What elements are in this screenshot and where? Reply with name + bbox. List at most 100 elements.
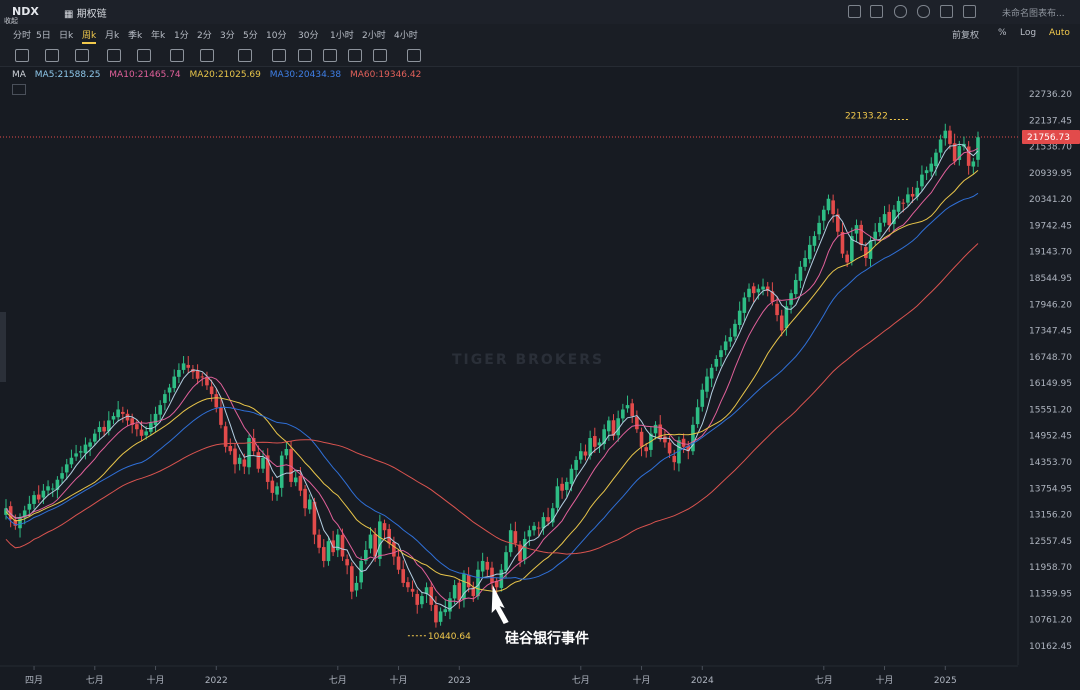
grid-layout-icon[interactable]	[963, 5, 976, 18]
lock-icon[interactable]	[298, 49, 312, 62]
period-tab[interactable]: 2分	[197, 31, 212, 41]
candle-body	[130, 418, 134, 425]
candle-body	[107, 420, 111, 432]
collapse-button[interactable]: 收起	[4, 17, 18, 25]
fullscreen-icon[interactable]	[940, 5, 953, 18]
candle-body	[943, 130, 948, 139]
period-tab[interactable]: 3分	[220, 31, 235, 41]
text-tool-icon[interactable]	[170, 49, 184, 62]
candle-body	[410, 588, 415, 592]
candle-body	[364, 549, 368, 561]
candle-body	[125, 413, 130, 421]
candle-body	[401, 569, 406, 583]
candle-body	[354, 582, 359, 591]
candle-body	[88, 442, 92, 447]
candle-body	[536, 527, 541, 529]
bar-chart-icon[interactable]	[238, 49, 252, 62]
period-tab[interactable]: 1小时	[330, 31, 354, 41]
candle-body	[237, 457, 242, 464]
adjust-selector[interactable]: 前复权	[952, 31, 980, 41]
candle-body	[924, 170, 929, 174]
auto-toggle[interactable]: Auto	[1049, 28, 1070, 38]
period-tab[interactable]: 日k	[59, 31, 74, 41]
draw-icon[interactable]	[870, 5, 883, 18]
candle-body	[691, 424, 695, 452]
gear-icon[interactable]	[917, 5, 930, 18]
candle-body	[233, 448, 237, 465]
percent-toggle[interactable]: %	[998, 28, 1007, 38]
candle-body	[826, 198, 831, 211]
refresh-icon[interactable]	[894, 5, 907, 18]
candle-body	[831, 200, 835, 215]
candle-body	[784, 306, 789, 329]
candle-body	[658, 424, 663, 439]
period-tab[interactable]: 30分	[298, 31, 319, 41]
candle-body	[392, 542, 396, 557]
options-chain-button[interactable]: ▦ 期权链	[64, 9, 107, 20]
layers-icon[interactable]	[373, 49, 387, 62]
period-tab[interactable]: 年k	[151, 31, 166, 41]
ma-collapse-toggle[interactable]	[12, 84, 26, 95]
period-tab[interactable]: 周k	[82, 28, 97, 44]
x-tick-label: 七月	[572, 675, 590, 686]
candle-body	[635, 416, 639, 430]
period-tab[interactable]: 2小时	[362, 31, 386, 41]
x-tick-label: 十月	[876, 674, 894, 686]
y-tick-label: 21538.70	[1029, 143, 1072, 153]
candle-body	[807, 244, 812, 260]
period-tab[interactable]: 10分	[266, 31, 287, 41]
candle-body	[518, 544, 522, 561]
arrow-icon[interactable]	[137, 49, 151, 62]
y-tick-label: 22736.20	[1029, 90, 1072, 100]
measure-icon[interactable]	[200, 49, 214, 62]
pencil-icon[interactable]	[272, 49, 286, 62]
annotation-arrow	[491, 585, 509, 624]
candle-body	[74, 453, 78, 457]
screenshot-icon[interactable]	[848, 5, 861, 18]
candle-body	[546, 517, 550, 522]
candle-body	[901, 202, 906, 204]
fib-icon[interactable]	[107, 49, 121, 62]
options-chain-label: 期权链	[76, 9, 107, 20]
candle-body	[471, 587, 476, 597]
period-tab[interactable]: 季k	[128, 31, 143, 41]
candle-body	[144, 431, 148, 436]
candle-body	[462, 574, 466, 600]
period-tab[interactable]: 月k	[105, 31, 120, 41]
candle-body	[761, 286, 765, 290]
candle-body	[574, 459, 578, 470]
rectangle-icon[interactable]	[45, 49, 59, 62]
trash-icon[interactable]	[407, 49, 421, 62]
period-tab[interactable]: 4小时	[394, 31, 418, 41]
y-tick-label: 20341.20	[1029, 195, 1072, 205]
eye-icon[interactable]	[323, 49, 337, 62]
candle-body	[527, 530, 532, 537]
ma-name[interactable]: MA	[12, 70, 26, 80]
period-tab[interactable]: 5分	[243, 31, 258, 41]
trend-line-icon[interactable]	[15, 49, 29, 62]
candle-body	[466, 574, 471, 588]
side-panel-handle[interactable]	[0, 312, 6, 382]
period-tab[interactable]: 1分	[174, 31, 189, 41]
candle-body	[644, 447, 649, 452]
x-tick-label: 十月	[390, 674, 408, 686]
candle-body	[153, 413, 158, 425]
candle-body	[368, 534, 373, 549]
log-toggle[interactable]: Log	[1020, 28, 1037, 38]
period-tab[interactable]: 分时	[13, 31, 32, 41]
pattern-icon[interactable]	[75, 49, 89, 62]
candle-body	[906, 194, 910, 203]
candle-body	[821, 209, 826, 221]
candle-body	[920, 174, 924, 187]
candle-body	[686, 445, 691, 452]
candle-body	[775, 303, 779, 316]
candle-body	[630, 403, 634, 417]
symbol-label[interactable]: NDX	[12, 5, 39, 18]
magnet-icon[interactable]	[348, 49, 362, 62]
y-tick-label: 11359.95	[1029, 589, 1072, 599]
period-tab[interactable]: 5日	[36, 31, 51, 41]
layout-name[interactable]: 未命名图表布...	[1002, 9, 1065, 19]
candle-body	[504, 552, 508, 571]
x-tick-label: 2025	[934, 676, 957, 686]
